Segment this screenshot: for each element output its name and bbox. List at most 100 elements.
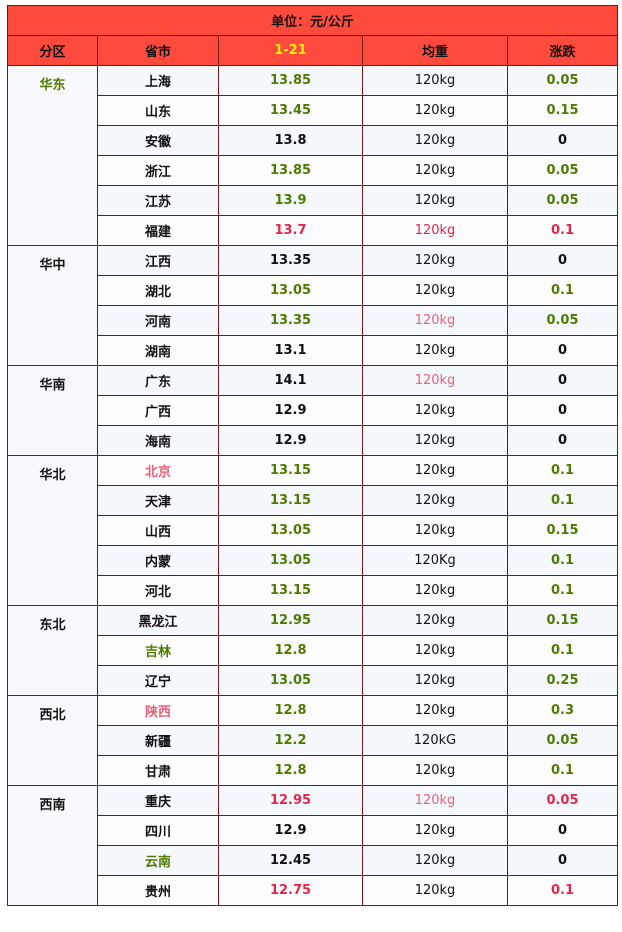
weight-cell: 120kg <box>362 515 508 546</box>
change-cell: 0.1 <box>507 635 618 666</box>
weight-cell: 120kg <box>362 665 508 696</box>
table-row: 西北 陕西 12.8 120kg 0.3 <box>7 695 618 786</box>
region-cell: 西北 <box>7 695 98 786</box>
province-cell: 新疆 <box>97 725 219 756</box>
table-row: 山西 13.05 120kg 0.15 <box>8 515 618 546</box>
price-cell: 12.8 <box>218 695 363 726</box>
price-cell: 13.15 <box>218 455 363 486</box>
region-cell: 东北 <box>7 605 98 696</box>
table-row: 海南 12.9 120kg 0 <box>8 425 618 456</box>
province-cell: 黑龙江 <box>97 605 219 636</box>
province-cell: 江西 <box>97 245 219 276</box>
change-cell: 0 <box>507 365 618 396</box>
change-cell: 0.1 <box>507 875 618 906</box>
price-cell: 12.8 <box>218 635 363 666</box>
table-row: 甘肃 12.8 120kg 0.1 <box>8 755 618 786</box>
change-cell: 0 <box>507 395 618 426</box>
change-cell: 0.05 <box>507 65 618 96</box>
province-cell: 山东 <box>97 95 219 126</box>
province-cell: 海南 <box>97 425 219 456</box>
province-cell: 四川 <box>97 815 219 846</box>
table-row: 贵州 12.75 120kg 0.1 <box>8 875 618 906</box>
table-row: 华北 北京 13.15 120kg 0.1 <box>7 455 618 606</box>
weight-cell: 120kg <box>362 245 508 276</box>
weight-cell: 120kg <box>362 155 508 186</box>
province-cell: 福建 <box>97 215 219 246</box>
header-region: 分区 <box>7 35 98 66</box>
price-cell: 13.15 <box>218 485 363 516</box>
region-cell: 华北 <box>7 455 98 606</box>
price-cell: 13.85 <box>218 65 363 96</box>
table-row: 江苏 13.9 120kg 0.05 <box>8 185 618 216</box>
change-cell: 0 <box>507 425 618 456</box>
price-cell: 13.1 <box>218 335 363 366</box>
province-cell: 重庆 <box>97 785 219 816</box>
price-cell: 13.8 <box>218 125 363 156</box>
table-row: 云南 12.45 120kg 0 <box>8 845 618 876</box>
weight-cell: 120kg <box>362 125 508 156</box>
weight-cell: 120kg <box>362 785 508 816</box>
price-cell: 13.35 <box>218 245 363 276</box>
change-cell: 0.05 <box>507 185 618 216</box>
table-row: 东北 黑龙江 12.95 120kg 0.15 <box>7 605 618 696</box>
price-cell: 12.75 <box>218 875 363 906</box>
province-cell: 安徽 <box>97 125 219 156</box>
province-cell: 甘肃 <box>97 755 219 786</box>
province-cell: 上海 <box>97 65 219 96</box>
price-table: 单位：元/公斤 分区 省市 1-21 均重 涨跌 华东 上海 13.85 120kg 0… <box>7 5 618 906</box>
weight-cell: 120kg <box>362 845 508 876</box>
price-cell: 13.05 <box>218 515 363 546</box>
change-cell: 0.1 <box>507 275 618 306</box>
weight-cell: 120kg <box>362 215 508 246</box>
change-cell: 0.05 <box>507 785 618 816</box>
table-row: 华东 上海 13.85 120kg 0.05 <box>7 65 618 246</box>
change-cell: 0 <box>507 125 618 156</box>
header-province: 省市 <box>97 35 219 66</box>
price-cell: 13.45 <box>218 95 363 126</box>
weight-cell: 120kg <box>362 455 508 486</box>
change-cell: 0.15 <box>507 95 618 126</box>
province-cell: 河北 <box>97 575 219 606</box>
province-cell: 云南 <box>97 845 219 876</box>
region-cell: 华南 <box>7 365 98 456</box>
weight-cell: 120Kg <box>362 545 508 576</box>
weight-cell: 120kG <box>362 725 508 756</box>
table-row: 安徽 13.8 120kg 0 <box>8 125 618 156</box>
weight-cell: 120kg <box>362 695 508 726</box>
weight-cell: 120kg <box>362 95 508 126</box>
table-row: 广西 12.9 120kg 0 <box>8 395 618 426</box>
price-cell: 12.95 <box>218 785 363 816</box>
change-cell: 0.1 <box>507 455 618 486</box>
province-cell: 北京 <box>97 455 219 486</box>
price-cell: 13.9 <box>218 185 363 216</box>
province-cell: 河南 <box>97 305 219 336</box>
weight-cell: 120kg <box>362 485 508 516</box>
change-cell: 0 <box>507 815 618 846</box>
price-cell: 12.45 <box>218 845 363 876</box>
region-cell: 华东 <box>7 65 98 246</box>
province-cell: 湖南 <box>97 335 219 366</box>
table-row: 浙江 13.85 120kg 0.05 <box>8 155 618 186</box>
weight-cell: 120kg <box>362 425 508 456</box>
price-cell: 13.85 <box>218 155 363 186</box>
table-row: 吉林 12.8 120kg 0.1 <box>8 635 618 666</box>
weight-cell: 120kg <box>362 365 508 396</box>
change-cell: 0.05 <box>507 725 618 756</box>
change-cell: 0.15 <box>507 605 618 636</box>
change-cell: 0.05 <box>507 305 618 336</box>
table-row: 天津 13.15 120kg 0.1 <box>8 485 618 516</box>
table-row: 华南 广东 14.1 120kg 0 <box>7 365 618 456</box>
change-cell: 0.15 <box>507 515 618 546</box>
table-row: 辽宁 13.05 120kg 0.25 <box>8 665 618 696</box>
change-cell: 0.05 <box>507 155 618 186</box>
change-cell: 0.1 <box>507 755 618 786</box>
change-cell: 0.1 <box>507 485 618 516</box>
weight-cell: 120kg <box>362 635 508 666</box>
table-row: 河南 13.35 120kg 0.05 <box>8 305 618 336</box>
province-cell: 内蒙 <box>97 545 219 576</box>
table-row: 新疆 12.2 120kG 0.05 <box>8 725 618 756</box>
province-cell: 江苏 <box>97 185 219 216</box>
table-row: 湖北 13.05 120kg 0.1 <box>8 275 618 306</box>
table-row: 西南 重庆 12.95 120kg 0.05 <box>7 785 618 906</box>
header-date: 1-21 <box>218 35 363 66</box>
